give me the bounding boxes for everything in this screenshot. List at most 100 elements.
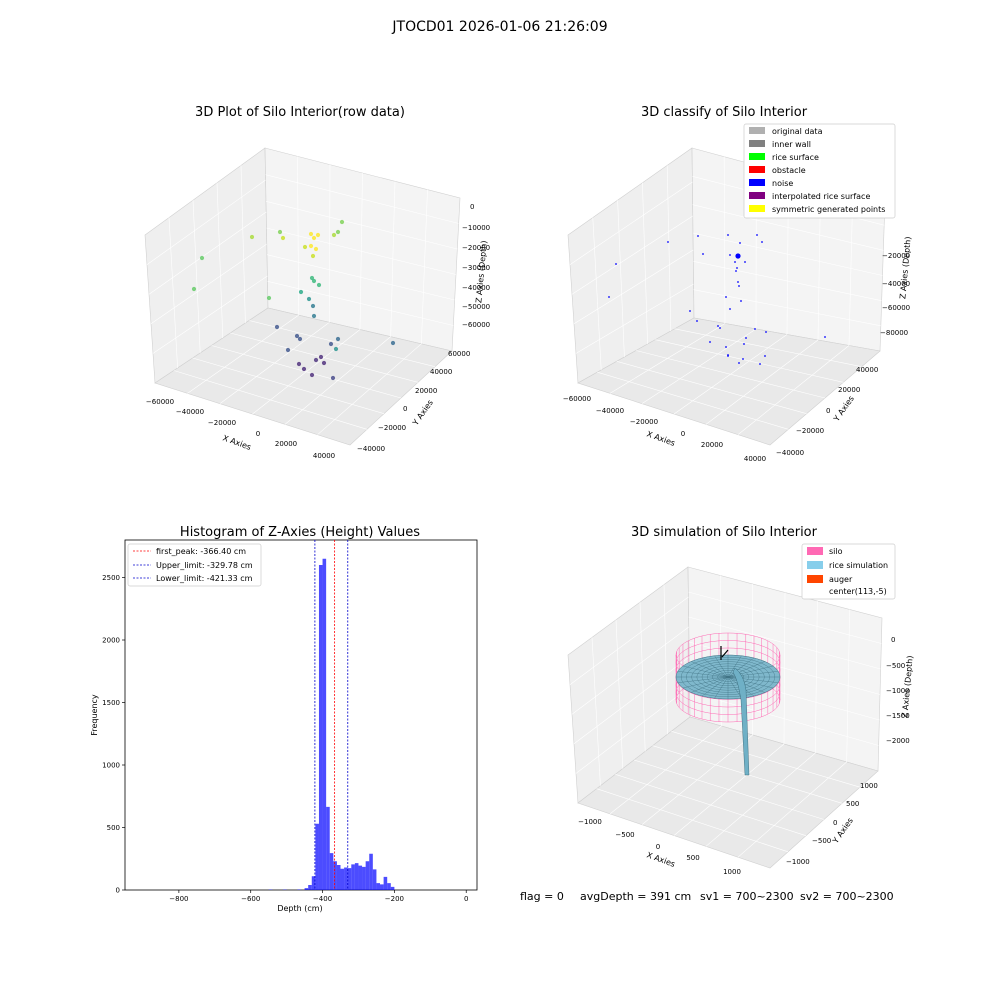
legend-label: rice simulation [829,561,888,570]
histogram-y-tick: 1500 [102,699,120,707]
histogram-y-tick: 500 [107,824,120,832]
gridline [168,217,178,369]
raw-3d-z-ticks: 0 −10000 −20000 −30000 −40000 −50000 −60… [462,203,490,329]
auger-marker [720,646,729,660]
data-point [765,331,767,333]
histogram-bar [365,861,370,890]
data-point [249,234,255,240]
panel-simulation-3d: 3D simulation of Silo Interior −1000 −50… [567,525,915,876]
data-point [302,244,308,250]
raw-3d-title: 3D Plot of Silo Interior(row data) [195,105,405,120]
data-point [615,263,617,265]
gridline [617,200,625,358]
data-point [740,300,742,302]
histogram-bar [383,876,388,890]
rice-mesh-spoke [727,676,742,699]
histogram-legend-item: Upper_limit: -329.78 cm [133,561,253,570]
data-point [727,234,729,236]
legend-swatch [749,205,765,212]
histogram-bar [329,853,334,890]
raw-z-tick: −50000 [462,303,490,311]
rice-mesh-spoke [727,655,742,678]
raw-y-tick: −20000 [378,424,406,432]
histogram-bar [344,867,348,890]
classify-legend-item: obstacle [749,166,806,175]
classify-z-tick: −40000 [882,280,910,288]
classify-x-tick: −40000 [596,407,624,415]
histogram-bar [390,886,395,890]
raw-3d-panes [144,147,461,446]
histogram-bar [387,883,391,890]
histogram-bar [369,853,373,890]
raw-z-tick: 0 [470,203,474,211]
raw-x-tick: 40000 [313,452,335,460]
panel-classify-3d: 3D classify of Silo Interior −60000 −400… [563,105,913,463]
classify-x-tick: 20000 [701,441,723,449]
histogram-x-tick: 0 [464,895,468,903]
simulation-legend-item: silo [807,547,843,556]
histogram-bar [347,868,352,890]
data-point [745,337,747,339]
histogram-x-tick: −600 [241,895,260,903]
legend-label: auger [829,575,853,584]
histogram-bar [322,558,327,890]
gridline [693,289,881,327]
classify-y-tick: −40000 [776,449,804,457]
simulation-legend-item: center(113,-5) [829,587,887,596]
sim-x-tick: 0 [656,843,660,851]
data-point [738,362,740,364]
histogram-x-label: Depth (cm) [277,904,322,913]
raw-3d-y-ticks: −40000 −20000 0 20000 40000 60000 [357,350,470,453]
histogram-legend-item: first_peak: -366.40 cm [133,547,246,556]
legend-label: inner wall [772,140,811,149]
flag-text: flag = 0 [520,890,564,903]
classify-x-tick: −20000 [630,418,658,426]
sv2-text: sv2 = 700~2300 [800,890,894,903]
data-point [339,219,345,225]
raw-x-tick: 0 [256,430,260,438]
data-point [689,310,691,312]
histogram-bar [376,883,381,890]
raw-y-label: Y Axies [410,398,435,428]
data-point [735,253,741,259]
data-point [266,295,272,301]
data-point [717,325,719,327]
data-point [390,340,396,346]
histogram-y-tick: 0 [116,887,120,895]
data-point [754,328,756,330]
raw-z-tick: −20000 [462,244,490,252]
histogram-x-tick: −200 [385,895,404,903]
rice-mesh-spoke [682,676,729,689]
rice-mesh-spoke [677,671,729,678]
data-point [667,241,669,243]
legend-swatch [807,547,823,555]
rice-mesh-spoke [714,676,729,699]
classify-x-tick: −60000 [563,395,591,403]
sim-y-tick: 1000 [860,782,878,790]
gridline [639,602,646,752]
raw-x-tick: −20000 [208,419,236,427]
simulation-3d-title: 3D simulation of Silo Interior [631,525,818,540]
data-point [306,296,312,302]
raw-y-tick: 20000 [415,387,437,395]
classify-legend-item: noise [749,179,793,188]
histogram-bar [372,869,377,890]
sim-y-tick: −1000 [786,858,810,866]
raw-x-tick: −60000 [146,398,174,406]
footer-info: flag = 0 avgDepth = 391 cm sv1 = 700~230… [520,890,894,903]
gridline [192,200,201,354]
classify-legend-item: inner wall [749,140,811,149]
data-point [696,320,698,322]
histogram-x-tick: −400 [313,895,332,903]
histogram-vlines [314,540,349,890]
data-point [759,363,761,365]
data-point [761,241,763,243]
legend-label: symmetric generated points [772,205,885,214]
data-point [328,341,334,347]
gridline [571,626,689,715]
histogram-plot-area [124,539,478,891]
rice-funnel [732,667,750,776]
classify-3d-z-ticks: −20000 −40000 −60000 −80000 [880,252,910,337]
data-point [316,282,322,288]
